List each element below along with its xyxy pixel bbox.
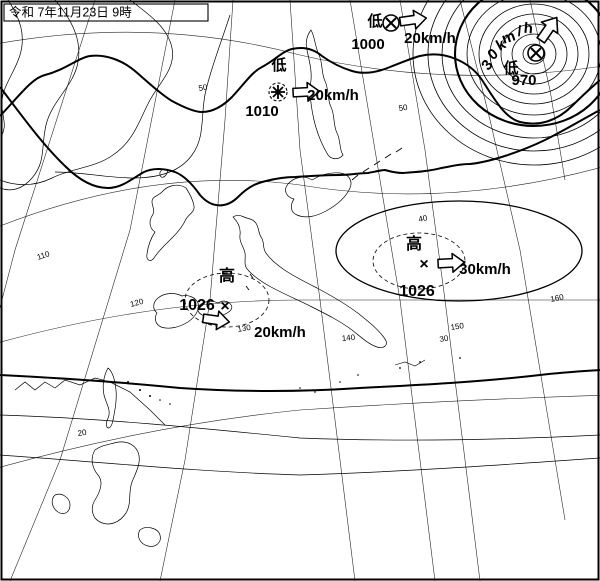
svg-text:50: 50 [398,103,409,113]
svg-text:高: 高 [219,266,235,285]
svg-text:高: 高 [406,234,422,253]
svg-text:h: h [523,20,534,38]
svg-text:1010: 1010 [245,103,278,120]
svg-text:1000: 1000 [351,36,384,53]
svg-text:×: × [419,256,428,273]
svg-text:150: 150 [450,321,465,332]
svg-text:令和 7年11月23日 9時: 令和 7年11月23日 9時 [9,5,132,20]
svg-text:50: 50 [198,82,209,93]
svg-text:30: 30 [439,333,450,344]
svg-text:40: 40 [418,213,429,224]
svg-text:20: 20 [77,428,88,438]
svg-text:970: 970 [511,72,536,89]
svg-text:120: 120 [129,297,145,309]
svg-text:140: 140 [341,333,356,343]
svg-text:低: 低 [366,12,382,30]
svg-text:1026: 1026 [179,297,215,314]
svg-text:×: × [220,298,229,315]
svg-text:30km/h: 30km/h [459,261,511,278]
svg-text:20km/h: 20km/h [254,324,306,341]
svg-text:130: 130 [237,323,252,334]
svg-text:1026: 1026 [399,283,435,300]
svg-text:低: 低 [270,56,286,74]
svg-text:160: 160 [550,292,565,304]
svg-text:20km/h: 20km/h [404,30,456,47]
svg-text:/: / [517,23,523,40]
svg-text:20km/h: 20km/h [307,87,359,104]
svg-text:110: 110 [36,249,51,262]
